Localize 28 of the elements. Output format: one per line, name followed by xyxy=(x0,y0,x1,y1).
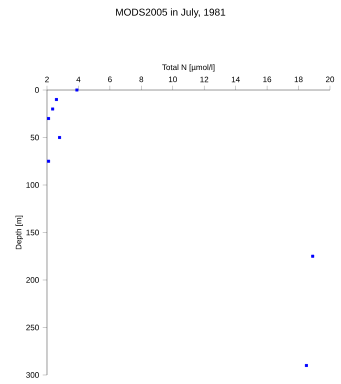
point xyxy=(58,136,62,140)
x-tick-label: 8 xyxy=(139,76,144,82)
x-tick-label: 20 xyxy=(326,76,334,82)
x-tick-label: 4 xyxy=(76,76,80,82)
point xyxy=(304,364,308,367)
y-tick-label: 50 xyxy=(30,134,39,140)
y-tick-label: 300 xyxy=(26,372,39,378)
chart-title: MODS2005 in July, 1981 xyxy=(116,8,226,18)
x-axis-title: Total N [µmol/l] xyxy=(162,64,214,72)
x-tick-label: 10 xyxy=(168,76,177,82)
point xyxy=(75,88,78,92)
x-tick-label: 18 xyxy=(294,76,303,82)
point xyxy=(54,98,58,102)
y-tick-label: 0 xyxy=(35,87,39,93)
point xyxy=(311,254,314,258)
y-tick-label: 200 xyxy=(26,277,39,283)
x-tick-label: 16 xyxy=(263,76,272,82)
x-tick-label: 12 xyxy=(200,76,208,82)
x-tick-label: 6 xyxy=(108,76,112,82)
point xyxy=(47,160,50,163)
y-tick-label: 100 xyxy=(26,182,39,188)
x-tick-label: 14 xyxy=(232,76,240,82)
y-tick-label: 250 xyxy=(26,324,39,330)
point xyxy=(47,117,50,120)
x-tick-label: 2 xyxy=(45,76,49,82)
y-tick-label: 150 xyxy=(26,230,39,236)
y-axis-title: Depth [m] xyxy=(16,216,23,250)
point xyxy=(51,108,54,111)
